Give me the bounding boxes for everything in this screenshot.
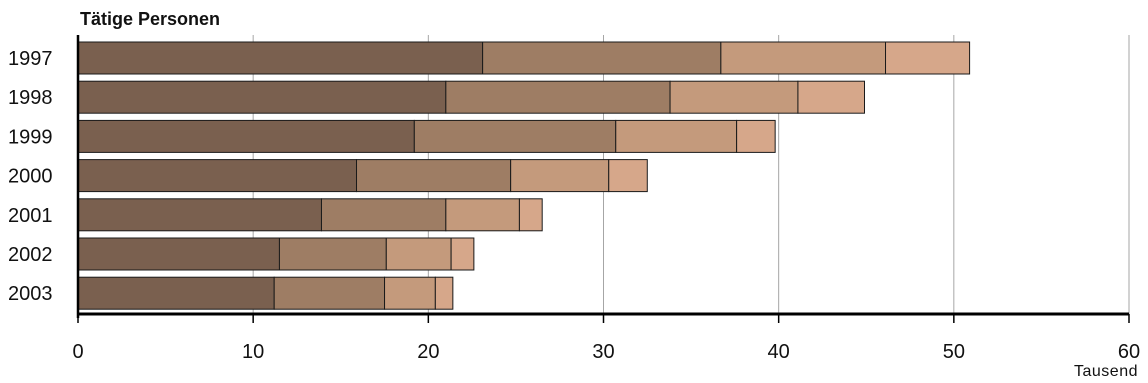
category-label: 2002 — [8, 244, 53, 266]
category-label: 1997 — [8, 48, 53, 70]
bar-segment-2002-4 — [450, 237, 475, 271]
bar-segment-2002-1 — [77, 237, 280, 271]
bar-segment-2002-2 — [278, 237, 387, 271]
bar-segment-2001-2 — [320, 198, 447, 232]
x-tick-label: 0 — [72, 341, 83, 363]
x-tick-label: 50 — [943, 341, 965, 363]
x-tick-label: 30 — [592, 341, 614, 363]
x-tick-label: 20 — [417, 341, 439, 363]
bars — [77, 41, 971, 310]
category-label: 1998 — [8, 87, 53, 109]
bar-segment-2001-4 — [518, 198, 543, 232]
category-label: 2003 — [8, 283, 53, 305]
bar-segment-2002-3 — [385, 237, 452, 271]
category-label: 2000 — [8, 166, 53, 188]
x-axis-ticks: 0 10 20 30 40 50 60 — [72, 314, 1140, 363]
bar-segment-2003-3 — [384, 276, 436, 310]
x-tick-label: 60 — [1118, 341, 1140, 363]
x-axis-unit-label: Tausend — [1074, 363, 1138, 380]
bar-segment-2003-2 — [273, 276, 386, 310]
bar-segment-1998-1 — [77, 80, 447, 114]
bar-segment-2000-3 — [510, 159, 610, 193]
chart-title: Tätige Personen — [80, 9, 220, 29]
bar-segment-1997-2 — [482, 41, 722, 75]
x-tick-label: 40 — [768, 341, 790, 363]
bar-segment-1997-4 — [885, 41, 971, 75]
bar-segment-2000-1 — [77, 159, 358, 193]
x-tick-label: 10 — [242, 341, 264, 363]
bar-segment-1999-2 — [413, 119, 617, 153]
bar-segment-1997-1 — [77, 41, 484, 75]
bar-segment-1998-2 — [445, 80, 671, 114]
category-label: 2001 — [8, 205, 53, 227]
bar-segment-2000-2 — [356, 159, 512, 193]
bar-segment-1998-4 — [797, 80, 865, 114]
bar-segment-2003-4 — [434, 276, 454, 310]
category-label: 1999 — [8, 126, 53, 148]
category-labels: 1997 1998 1999 2000 2001 2002 2003 — [8, 48, 53, 305]
bar-segment-1999-4 — [736, 119, 776, 153]
bar-segment-1999-1 — [77, 119, 415, 153]
bar-segment-1999-3 — [615, 119, 738, 153]
bar-segment-2000-4 — [608, 159, 648, 193]
bar-segment-2001-1 — [77, 198, 322, 232]
bar-segment-2001-3 — [445, 198, 520, 232]
bar-segment-2003-1 — [77, 276, 275, 310]
bar-segment-1997-3 — [720, 41, 887, 75]
bar-segment-1998-3 — [669, 80, 799, 114]
